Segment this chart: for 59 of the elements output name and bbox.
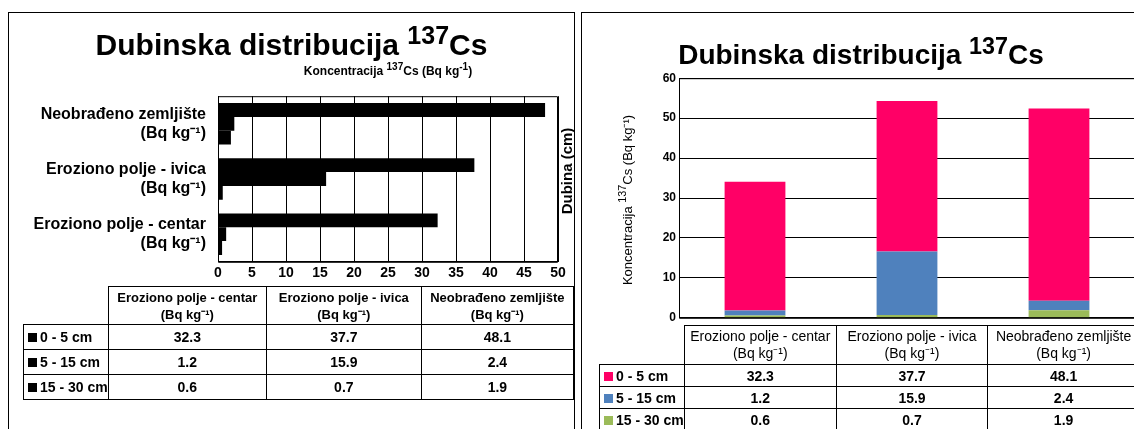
text: 48.1 — [421, 324, 574, 350]
y-tick-label: 60 — [662, 70, 677, 85]
y-axis-title: Dubina (cm) — [557, 127, 575, 215]
data-label: 0.7 — [836, 408, 988, 429]
chart-title: Dubinska distribucija $^{137}$Cs — [94, 21, 489, 62]
data-label: 1.2 — [684, 386, 837, 409]
data-label: 2.4 — [987, 386, 1134, 409]
x-tick-label: 20 — [346, 264, 362, 281]
y-tick-label: Eroziono polje - centar (Bq kg⁻¹) — [33, 215, 206, 252]
bar — [1028, 300, 1090, 311]
y-tick-label: 30 — [662, 190, 677, 205]
data-label: 15.9 — [836, 386, 988, 409]
bar — [724, 181, 786, 311]
text: 2.4 — [421, 349, 574, 375]
bar — [1028, 310, 1090, 318]
bar — [876, 251, 938, 316]
data-label: 37.7 — [836, 364, 988, 387]
category-label: Eroziono polje - centar (Bq kg⁻¹) — [117, 289, 258, 322]
text: 0.7 — [266, 374, 422, 400]
data-label: 32.3 — [684, 364, 837, 387]
x-axis-title: Koncentracija $^{137}$Cs (Bq kg$^{-1}$) — [303, 61, 474, 78]
data-label: 48.1 — [987, 364, 1134, 387]
text: 1.9 — [421, 374, 574, 400]
legend-label: 0 - 5 cm — [23, 324, 109, 350]
x-tick-label: Eroziono polje - ivica (Bq kg⁻¹) — [836, 325, 988, 365]
x-tick-label: 15 — [312, 264, 328, 281]
legend-label: 5 - 15 cm — [599, 386, 685, 409]
x-tick-label: 50 — [550, 264, 566, 281]
text: 1.2 — [108, 349, 267, 375]
legend-label: 0 - 5 cm — [599, 364, 685, 387]
x-tick-label: 35 — [448, 264, 464, 281]
text: 37.7 — [266, 324, 422, 350]
bar — [876, 100, 938, 252]
x-tick-label: 10 — [278, 264, 294, 281]
y-tick-label: 0 — [669, 310, 677, 325]
x-tick-label: 30 — [414, 264, 430, 281]
text: 0.6 — [108, 374, 267, 400]
y-tick-label: 40 — [662, 150, 677, 165]
y-tick-label: 20 — [662, 230, 677, 245]
category-label: Neobrađeno zemljište (Bq kg⁻¹) — [430, 289, 565, 322]
bar — [1028, 108, 1090, 301]
x-tick-label: 0 — [214, 264, 223, 281]
legend-label: 15 - 30 cm — [23, 374, 109, 400]
y-tick-label: Eroziono polje - ivica (Bq kg⁻¹) — [45, 159, 207, 197]
x-tick-label: 25 — [380, 264, 396, 281]
x-tick-label: Neobrađeno zemljište (Bq kg⁻¹) — [987, 325, 1134, 365]
x-tick-label: 45 — [516, 264, 532, 281]
y-tick-label: 50 — [662, 110, 677, 125]
legend-label: 5 - 15 cm — [23, 349, 109, 375]
chart-title: Dubinska distribucija $^{137}$Cs — [677, 33, 1045, 72]
y-tick-label: Neobrađeno zemljište (Bq kg⁻¹) — [40, 104, 207, 141]
data-label: 0.6 — [684, 408, 837, 429]
legend-label: 15 - 30 cm — [599, 408, 685, 429]
text: 15.9 — [266, 349, 422, 375]
x-tick-label: 5 — [248, 264, 257, 281]
text: 32.3 — [108, 324, 267, 350]
category-label: Eroziono polje - ivica (Bq kg⁻¹) — [278, 289, 409, 322]
data-label: 1.9 — [987, 408, 1134, 429]
x-tick-label: 40 — [482, 264, 498, 281]
